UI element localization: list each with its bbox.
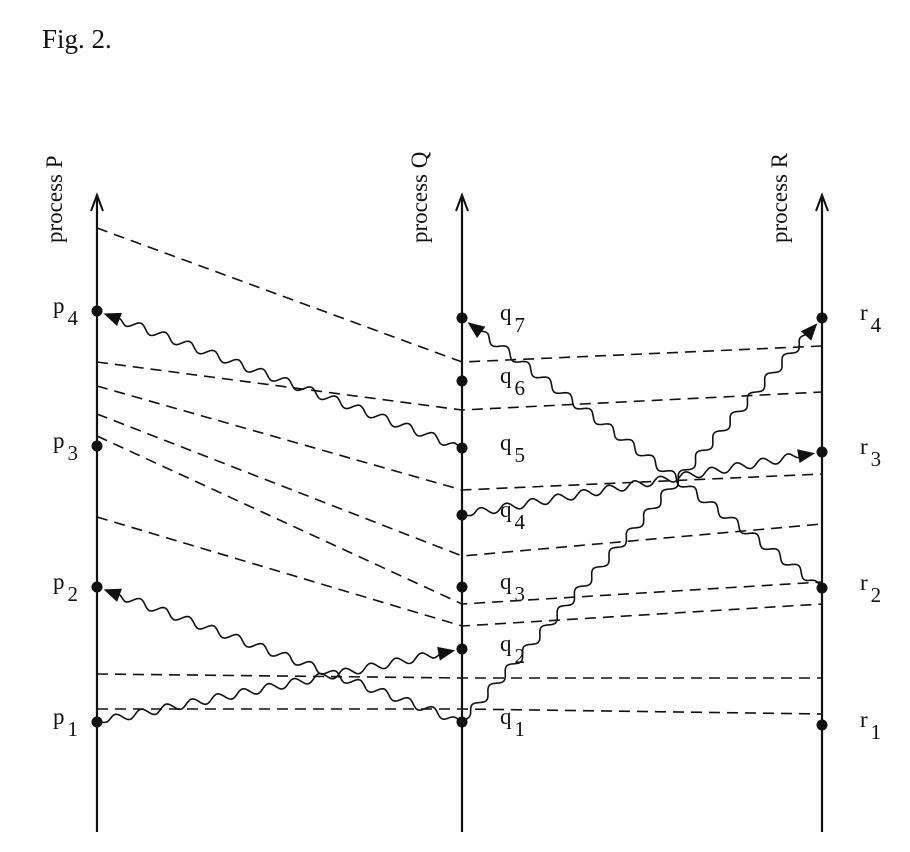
event-dot [91, 305, 103, 317]
event-name: r [860, 300, 868, 325]
event-dot [456, 581, 468, 593]
event-dot [456, 375, 468, 387]
dashed-line [96, 673, 822, 679]
event-name: q [500, 430, 512, 455]
event-subscript: 2 [871, 583, 882, 607]
event-subscript: 1 [871, 720, 882, 744]
event-subscript: 2 [68, 582, 79, 606]
event-subscript: 1 [68, 717, 79, 741]
event-subscript: 3 [515, 582, 526, 606]
event-dot [816, 446, 828, 458]
message [113, 316, 463, 449]
event-subscript: 3 [68, 441, 79, 465]
event-dot [456, 509, 468, 521]
event-dot [91, 440, 103, 452]
event-dot [456, 643, 468, 655]
message [96, 651, 447, 724]
message-arrowhead [800, 323, 818, 341]
event-name: q [500, 704, 512, 729]
event-dot [816, 582, 828, 594]
event-name: p [53, 293, 65, 318]
process-label: process P [42, 155, 67, 243]
event-subscript: 2 [515, 644, 526, 668]
message [461, 330, 812, 723]
event-dot [91, 716, 103, 728]
message [113, 591, 463, 723]
event-name: p [53, 428, 65, 453]
event-name: p [53, 569, 65, 594]
event-name: r [860, 707, 868, 732]
event-dot [456, 312, 468, 324]
dashed-line [96, 227, 823, 363]
message [461, 453, 806, 517]
event-name: q [500, 300, 512, 325]
event-name: r [860, 434, 868, 459]
dashed-line [96, 516, 823, 627]
event-dot [816, 312, 828, 324]
event-subscript: 4 [68, 306, 79, 330]
event-name: q [500, 569, 512, 594]
event-name: q [500, 631, 512, 656]
event-name: q [500, 363, 512, 388]
figure-title: Fig. 2. [42, 24, 112, 54]
message-arrowhead [103, 312, 122, 326]
event-name: p [53, 704, 65, 729]
event-name: r [860, 570, 868, 595]
message-arrowhead [797, 449, 816, 464]
event-name: q [500, 497, 512, 522]
process-label: process Q [407, 151, 432, 243]
dashed-line [96, 361, 823, 411]
event-subscript: 4 [515, 510, 526, 534]
message-arrowhead [437, 646, 456, 661]
event-dot [91, 581, 103, 593]
process-arrow [455, 192, 469, 212]
dashed-line [97, 708, 823, 715]
message [474, 327, 823, 589]
dashed-line [96, 435, 823, 605]
event-dot [456, 442, 468, 454]
event-subscript: 3 [871, 447, 882, 471]
event-subscript: 5 [515, 443, 526, 467]
event-subscript: 1 [515, 717, 526, 741]
process-arrow [90, 192, 104, 212]
process-label: process R [767, 152, 792, 243]
event-dot [816, 719, 828, 731]
process-arrow [815, 192, 829, 212]
event-dot [456, 716, 468, 728]
event-subscript: 4 [871, 313, 882, 337]
event-subscript: 7 [515, 313, 526, 337]
message-arrowhead [103, 588, 122, 602]
event-subscript: 6 [515, 376, 526, 400]
dashed-line [96, 413, 823, 557]
message-arrowhead [467, 322, 486, 338]
